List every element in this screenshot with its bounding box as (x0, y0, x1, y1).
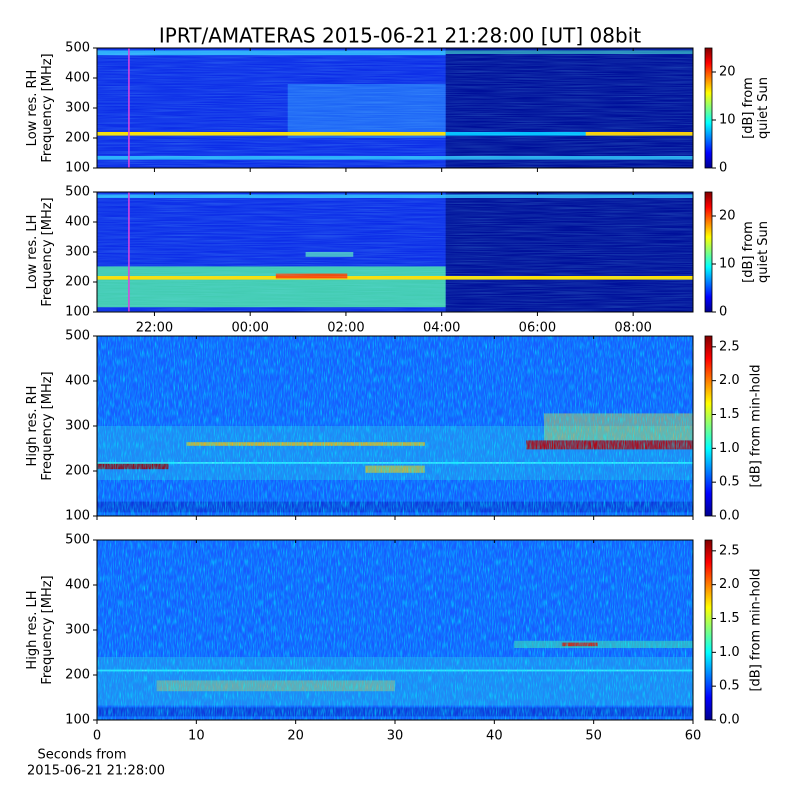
x-tick-label: 06:00 (519, 321, 556, 336)
colorbar-tick-label: 2.5 (719, 339, 740, 354)
x-axis-label: 2015-06-21 21:28:00 (27, 764, 165, 779)
colorbar-tick-label: 0.5 (719, 679, 740, 694)
y-axis-label: High res. RH (25, 386, 40, 467)
colorbar-label: [dB] from (741, 77, 756, 139)
colorbar-tick-label: 10 (719, 257, 736, 272)
x-tick-label: 0 (93, 729, 101, 744)
colorbar-tick-label: 2.0 (719, 373, 740, 388)
x-tick-label: 20 (287, 729, 304, 744)
colorbar-tick-label: 0.5 (719, 475, 740, 490)
y-axis-label: High res. LH (25, 590, 40, 669)
x-tick-label: 60 (685, 729, 702, 744)
colorbar-label: [dB] from min-hold (749, 364, 764, 487)
x-axis-label: Seconds from (37, 748, 126, 763)
spectrogram-noise (97, 192, 693, 312)
colorbar-tick-label: 1.0 (719, 645, 740, 660)
colorbar-tick-label: 1.0 (719, 441, 740, 456)
y-tick-label: 500 (65, 329, 90, 344)
colorbar (704, 539, 713, 721)
colorbar-label: [dB] from (741, 221, 756, 283)
colorbar-tick-label: 20 (719, 65, 736, 80)
colorbar-tick-label: 1.5 (719, 611, 740, 626)
x-tick-label: 30 (387, 729, 404, 744)
y-tick-label: 300 (65, 245, 90, 260)
spectrogram-noise (97, 540, 693, 720)
colorbar-tick-label: 1.5 (719, 407, 740, 422)
y-tick-label: 300 (65, 101, 90, 116)
y-tick-label: 300 (65, 419, 90, 434)
y-axis-label: Frequency [MHz] (40, 575, 55, 684)
x-tick-label: 10 (188, 729, 205, 744)
colorbar-tick-label: 10 (719, 113, 736, 128)
y-tick-label: 500 (65, 185, 90, 200)
y-tick-label: 100 (65, 509, 90, 524)
y-tick-label: 500 (65, 533, 90, 548)
x-tick-label: 22:00 (136, 321, 173, 336)
colorbar-label: quiet Sun (756, 77, 771, 139)
y-tick-label: 100 (65, 713, 90, 728)
y-tick-label: 200 (65, 131, 90, 146)
colorbar-label: quiet Sun (756, 221, 771, 283)
x-tick-label: 40 (486, 729, 503, 744)
y-axis-label: Low res. LH (25, 215, 40, 290)
colorbar-tick-label: 0.0 (719, 509, 740, 524)
chart-title: IPRT/AMATERAS 2015-06-21 21:28:00 [UT] 0… (159, 24, 641, 48)
y-axis-label: Frequency [MHz] (40, 371, 55, 480)
panel: 100 200 300 400 500 0 10 20 30 40 50 60 High res. LH… (25, 533, 764, 779)
y-axis-label: Low res. RH (25, 70, 40, 147)
colorbar (704, 191, 713, 313)
y-tick-label: 200 (65, 464, 90, 479)
colorbar-label: [dB] from min-hold (749, 568, 764, 691)
y-axis-label: Frequency [MHz] (40, 197, 55, 306)
y-tick-label: 200 (65, 275, 90, 290)
y-tick-label: 100 (65, 305, 90, 320)
y-tick-label: 100 (65, 161, 90, 176)
y-tick-label: 400 (65, 374, 90, 389)
spectrogram-noise (97, 336, 693, 516)
x-tick-label: 00:00 (231, 321, 268, 336)
y-tick-label: 400 (65, 71, 90, 86)
y-tick-label: 200 (65, 668, 90, 683)
colorbar-tick-label: 20 (719, 209, 736, 224)
x-tick-label: 02:00 (327, 321, 364, 336)
y-tick-label: 400 (65, 215, 90, 230)
colorbar-tick-label: 2.0 (719, 577, 740, 592)
spectrogram-noise (97, 48, 693, 168)
colorbar (704, 47, 713, 169)
colorbar (704, 335, 713, 517)
x-tick-label: 04:00 (423, 321, 460, 336)
y-axis-label: Frequency [MHz] (40, 53, 55, 162)
colorbar-tick-label: 0.0 (719, 713, 740, 728)
y-tick-label: 400 (65, 578, 90, 593)
y-tick-label: 500 (65, 41, 90, 56)
colorbar-tick-label: 0 (719, 305, 727, 320)
x-tick-label: 50 (585, 729, 602, 744)
colorbar-tick-label: 2.5 (719, 543, 740, 558)
colorbar-tick-label: 0 (719, 161, 727, 176)
x-tick-label: 08:00 (614, 321, 651, 336)
panel: 100 200 300 400 500 High res. RH Frequency [MH… (25, 329, 764, 524)
y-tick-label: 300 (65, 623, 90, 638)
